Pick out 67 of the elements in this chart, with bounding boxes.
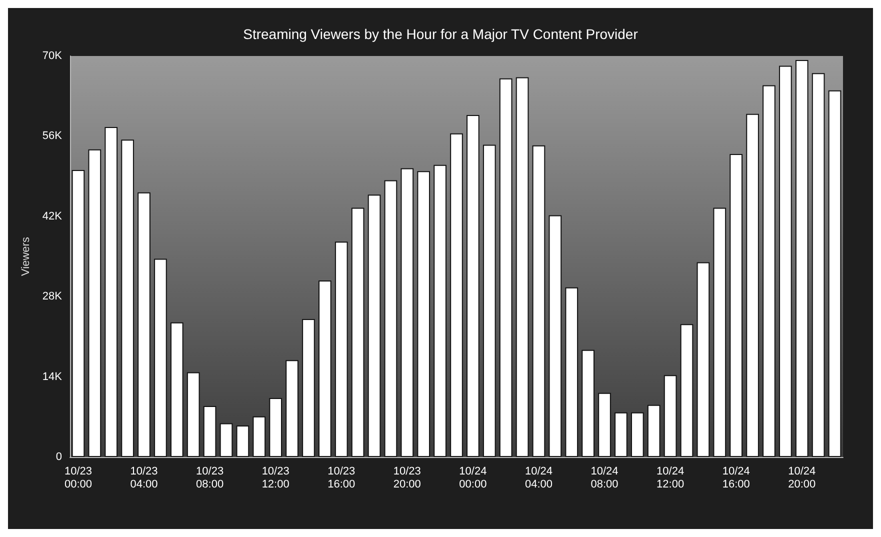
bar: [565, 287, 578, 457]
x-tick-label: 10/23 16:00: [328, 466, 356, 490]
bar: [220, 423, 233, 457]
bar: [762, 85, 776, 457]
bar: [631, 412, 644, 457]
bar: [598, 392, 611, 457]
bar: [516, 77, 529, 457]
bar: [72, 170, 85, 457]
bar: [400, 168, 414, 457]
bar: [647, 404, 660, 457]
bar: [236, 425, 250, 457]
bar: [104, 127, 118, 457]
bar: [121, 140, 134, 457]
x-tick-label: 10/24 12:00: [656, 466, 684, 490]
bar: [302, 318, 315, 457]
bar: [154, 258, 167, 457]
bar: [680, 324, 694, 457]
y-tick-label: 14K: [42, 370, 63, 383]
bar: [351, 208, 364, 457]
bar: [696, 262, 710, 457]
bar: [252, 416, 266, 457]
x-tick-label: 10/23 12:00: [262, 466, 290, 490]
x-tick-label: 10/24 04:00: [524, 466, 552, 490]
bar: [203, 406, 216, 457]
bar: [186, 372, 200, 457]
bar: [746, 114, 759, 457]
bar: [88, 149, 102, 457]
bar: [417, 171, 430, 457]
bar: [466, 115, 480, 457]
x-tick-label: 10/23 20:00: [393, 466, 421, 490]
bar: [499, 78, 512, 457]
y-tick-label: 56K: [42, 130, 63, 142]
x-tick-label: 10/24 00:00: [459, 466, 487, 490]
bar: [582, 350, 594, 457]
bar: [450, 133, 463, 457]
bar: [318, 280, 332, 457]
bar: [434, 164, 446, 457]
bar: [713, 208, 726, 457]
bar: [548, 215, 562, 457]
bar: [532, 145, 546, 457]
bar: [779, 66, 792, 457]
bar: [812, 73, 825, 457]
x-tick-label: 10/24 20:00: [788, 466, 816, 490]
bar: [384, 180, 398, 457]
chart-title: Streaming Viewers by the Hour for a Major TV Content Provider: [243, 26, 638, 42]
x-tick-label: 10/23 04:00: [130, 466, 158, 490]
bar: [482, 144, 496, 457]
bar: [664, 375, 677, 457]
bar: [368, 194, 381, 457]
bar: [730, 154, 743, 457]
y-tick-label: 0: [56, 451, 62, 463]
bar: [795, 60, 808, 457]
bar: [614, 412, 628, 457]
x-tick-label: 10/23 08:00: [196, 466, 224, 490]
y-tick-label: 28K: [42, 290, 63, 303]
x-tick-label: 10/24 08:00: [590, 466, 618, 490]
bar: [828, 90, 842, 457]
bar: [269, 398, 282, 457]
bar: [334, 242, 348, 457]
bar: [286, 360, 298, 457]
bar: [138, 192, 150, 457]
y-tick-label: 42K: [42, 210, 63, 222]
y-tick-label: 70K: [42, 50, 63, 62]
bar: [170, 322, 184, 457]
x-tick-label: 10/24 16:00: [722, 466, 750, 490]
x-tick-label: 10/23 00:00: [64, 466, 92, 490]
y-axis-title: Viewers: [20, 236, 32, 276]
